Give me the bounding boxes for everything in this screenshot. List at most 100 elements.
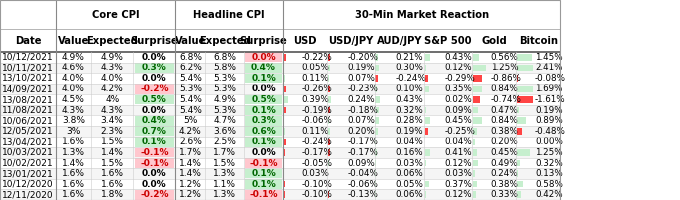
Bar [473,117,481,124]
Bar [425,191,426,198]
Bar [473,96,481,103]
Text: 5.4%: 5.4% [179,106,202,115]
Bar [425,181,429,187]
Bar [245,63,282,73]
Bar [245,158,282,168]
Bar [0,168,560,179]
Text: -0.10%: -0.10% [302,180,333,189]
Bar [517,65,532,71]
Bar [0,0,560,29]
Bar [0,105,560,115]
Bar [517,107,519,113]
Bar [425,160,426,166]
Text: 13/08/2021: 13/08/2021 [2,95,54,104]
Text: 0.37%: 0.37% [445,180,473,189]
Bar [0,63,560,73]
Text: 4.6%: 4.6% [62,63,85,72]
Text: 0.24%: 0.24% [347,95,375,104]
Bar [375,96,381,103]
Bar [473,191,476,198]
Bar [284,107,286,113]
Text: 0.1%: 0.1% [251,169,276,178]
Text: Gold: Gold [481,36,507,46]
Text: 4.9%: 4.9% [101,53,124,62]
Bar [245,74,282,83]
Bar [517,54,532,61]
Text: 1.3%: 1.3% [62,148,85,157]
Text: 0.1%: 0.1% [251,180,276,189]
Text: 4.3%: 4.3% [62,106,85,115]
Text: 0.42%: 0.42% [535,190,562,199]
Text: -0.17%: -0.17% [347,148,378,157]
Bar [135,190,174,200]
Text: -0.1%: -0.1% [250,190,277,199]
Text: 0.20%: 0.20% [491,137,519,146]
Text: -0.17%: -0.17% [302,148,333,157]
Text: 6.8%: 6.8% [214,53,236,62]
Text: -0.29%: -0.29% [445,74,475,83]
Bar [0,137,560,147]
Bar [375,75,378,82]
Text: 0.0%: 0.0% [142,106,167,115]
Text: 0.03%: 0.03% [302,169,330,178]
Bar [284,75,285,82]
Text: 0.11%: 0.11% [302,74,329,83]
Bar [473,128,477,135]
Bar [517,181,523,187]
Text: 1.4%: 1.4% [101,148,124,157]
Bar [328,86,330,92]
Bar [328,139,330,145]
Text: 4.5%: 4.5% [62,95,85,104]
Bar [375,149,377,156]
Text: 0.05%: 0.05% [302,63,330,72]
Text: 0.28%: 0.28% [396,116,424,125]
Bar [0,179,560,189]
Text: 0.30%: 0.30% [396,63,424,72]
Text: 12/11/2020: 12/11/2020 [2,190,54,199]
Bar [0,147,560,158]
Bar [517,191,522,198]
Bar [375,191,376,198]
Text: 0.03%: 0.03% [396,158,424,167]
Bar [0,73,560,84]
Text: Date: Date [15,36,41,46]
Text: 0.0%: 0.0% [251,53,276,62]
Text: 10/12/2021: 10/12/2021 [2,53,54,62]
Text: 1.2%: 1.2% [179,180,202,189]
Text: -0.26%: -0.26% [302,84,333,93]
Text: 5.3%: 5.3% [214,74,236,83]
Text: 0.6%: 0.6% [251,127,276,136]
Bar [328,191,329,198]
Bar [517,170,518,177]
Text: -0.05%: -0.05% [302,158,333,167]
Text: 0.1%: 0.1% [251,74,276,83]
Text: 1.2%: 1.2% [179,190,202,199]
Bar [284,139,286,145]
Text: 0.1%: 0.1% [251,137,276,146]
Text: Expected: Expected [86,36,138,46]
Bar [0,94,560,105]
Text: 3%: 3% [66,127,81,136]
Text: 4.2%: 4.2% [179,127,202,136]
Bar [135,95,174,104]
Text: 0.33%: 0.33% [491,190,519,199]
Text: Expected: Expected [199,36,251,46]
Text: 4%: 4% [105,95,119,104]
Text: -1.61%: -1.61% [535,95,566,104]
Text: 0.7%: 0.7% [142,127,167,136]
Text: 0.38%: 0.38% [491,180,519,189]
Bar [375,54,378,61]
Bar [135,148,174,157]
Text: 4.9%: 4.9% [62,53,85,62]
Text: 10/06/2021: 10/06/2021 [2,116,54,125]
Text: 1.6%: 1.6% [62,180,85,189]
Text: 0.45%: 0.45% [491,148,519,157]
Text: 1.1%: 1.1% [214,180,236,189]
Text: 0.84%: 0.84% [491,116,519,125]
Text: 3.8%: 3.8% [62,116,85,125]
Text: 0.07%: 0.07% [347,74,375,83]
Text: 0.49%: 0.49% [491,158,518,167]
Bar [135,137,174,147]
Bar [473,170,475,177]
Text: -0.06%: -0.06% [347,180,378,189]
